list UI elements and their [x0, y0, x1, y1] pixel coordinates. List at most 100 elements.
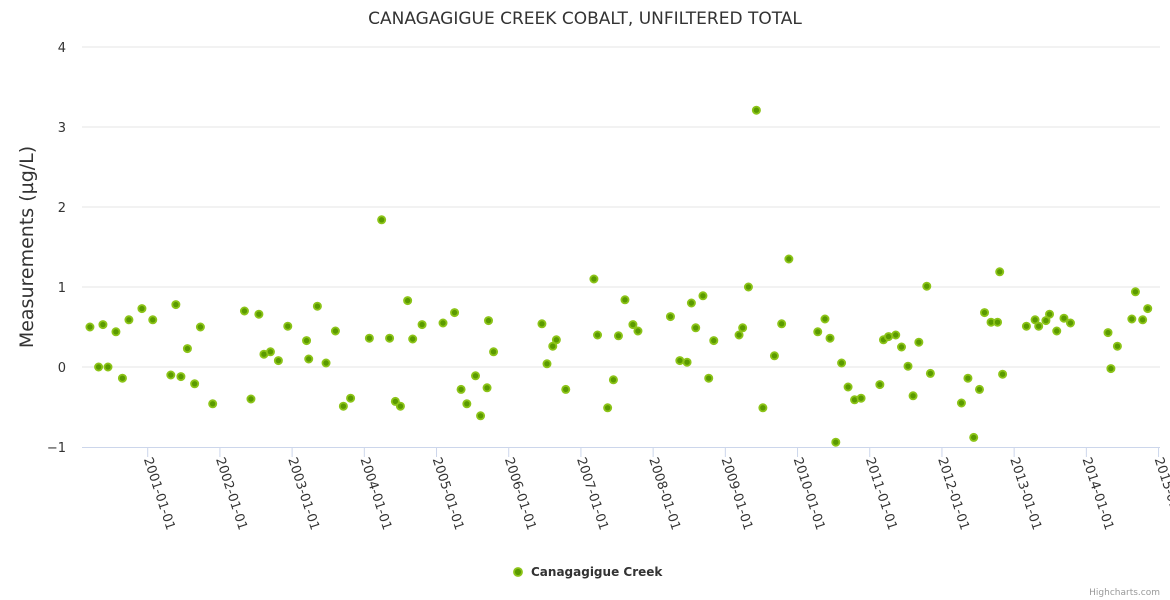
data-point[interactable]: [542, 359, 552, 369]
data-point[interactable]: [1021, 321, 1031, 331]
data-point[interactable]: [843, 382, 853, 392]
data-point[interactable]: [743, 282, 753, 292]
data-point[interactable]: [620, 295, 630, 305]
data-point[interactable]: [704, 373, 714, 383]
data-point[interactable]: [239, 306, 249, 316]
data-point[interactable]: [891, 330, 901, 340]
data-point[interactable]: [1106, 364, 1116, 374]
data-point[interactable]: [456, 384, 466, 394]
data-point[interactable]: [758, 403, 768, 413]
data-point[interactable]: [1052, 326, 1062, 336]
data-point[interactable]: [111, 327, 121, 337]
data-point[interactable]: [734, 330, 744, 340]
data-point[interactable]: [908, 391, 918, 401]
data-point[interactable]: [993, 317, 1003, 327]
data-point[interactable]: [593, 330, 603, 340]
data-point[interactable]: [484, 316, 494, 326]
data-point[interactable]: [686, 298, 696, 308]
data-point[interactable]: [195, 322, 205, 332]
data-point[interactable]: [897, 342, 907, 352]
data-point[interactable]: [820, 314, 830, 324]
data-point[interactable]: [875, 380, 885, 390]
data-point[interactable]: [884, 332, 894, 342]
data-point[interactable]: [974, 384, 984, 394]
data-point[interactable]: [321, 358, 331, 368]
data-point[interactable]: [312, 301, 322, 311]
legend-item[interactable]: Canagagigue Creek: [513, 565, 663, 579]
data-point[interactable]: [613, 331, 623, 341]
data-point[interactable]: [738, 323, 748, 333]
data-point[interactable]: [903, 361, 913, 371]
data-point[interactable]: [831, 437, 841, 447]
data-point[interactable]: [403, 296, 413, 306]
data-point[interactable]: [769, 351, 779, 361]
data-point[interactable]: [1143, 304, 1153, 314]
data-point[interactable]: [589, 274, 599, 284]
data-point[interactable]: [302, 336, 312, 346]
data-point[interactable]: [246, 394, 256, 404]
data-point[interactable]: [182, 344, 192, 354]
data-point[interactable]: [980, 308, 990, 318]
data-point[interactable]: [330, 326, 340, 336]
data-point[interactable]: [691, 323, 701, 333]
data-point[interactable]: [1112, 341, 1122, 351]
data-point[interactable]: [551, 335, 561, 345]
data-point[interactable]: [914, 337, 924, 347]
data-point[interactable]: [1138, 315, 1148, 325]
data-point[interactable]: [124, 315, 134, 325]
data-point[interactable]: [462, 399, 472, 409]
data-point[interactable]: [254, 309, 264, 319]
data-point[interactable]: [176, 372, 186, 382]
data-point[interactable]: [837, 358, 847, 368]
data-point[interactable]: [956, 398, 966, 408]
data-point[interactable]: [166, 370, 176, 380]
data-point[interactable]: [1045, 309, 1055, 319]
data-point[interactable]: [364, 333, 374, 343]
data-point[interactable]: [482, 383, 492, 393]
data-point[interactable]: [548, 341, 558, 351]
data-point[interactable]: [471, 371, 481, 381]
credits-link[interactable]: Highcharts.com: [1089, 588, 1160, 598]
data-point[interactable]: [476, 411, 486, 421]
data-point[interactable]: [603, 403, 613, 413]
data-point[interactable]: [1103, 328, 1113, 338]
data-point[interactable]: [283, 321, 293, 331]
data-point[interactable]: [338, 401, 348, 411]
data-point[interactable]: [85, 322, 95, 332]
data-point[interactable]: [408, 334, 418, 344]
data-point[interactable]: [922, 281, 932, 291]
data-point[interactable]: [633, 326, 643, 336]
data-point[interactable]: [925, 368, 935, 378]
data-point[interactable]: [1127, 314, 1137, 324]
data-point[interactable]: [417, 320, 427, 330]
data-point[interactable]: [665, 312, 675, 322]
data-point[interactable]: [995, 267, 1005, 277]
data-point[interactable]: [537, 319, 547, 329]
data-point[interactable]: [148, 315, 158, 325]
data-point[interactable]: [1059, 313, 1069, 323]
data-point[interactable]: [94, 362, 104, 372]
data-point[interactable]: [751, 105, 761, 115]
data-point[interactable]: [777, 319, 787, 329]
data-point[interactable]: [682, 357, 692, 367]
data-point[interactable]: [137, 304, 147, 314]
data-point[interactable]: [190, 379, 200, 389]
data-point[interactable]: [608, 375, 618, 385]
data-point[interactable]: [709, 336, 719, 346]
data-point[interactable]: [98, 320, 108, 330]
data-point[interactable]: [698, 291, 708, 301]
data-point[interactable]: [1130, 287, 1140, 297]
data-point[interactable]: [998, 369, 1008, 379]
data-point[interactable]: [1065, 318, 1075, 328]
data-point[interactable]: [1030, 315, 1040, 325]
data-point[interactable]: [856, 393, 866, 403]
data-point[interactable]: [489, 347, 499, 357]
data-point[interactable]: [825, 333, 835, 343]
data-point[interactable]: [963, 373, 973, 383]
data-point[interactable]: [813, 327, 823, 337]
data-point[interactable]: [346, 393, 356, 403]
data-point[interactable]: [450, 308, 460, 318]
data-point[interactable]: [561, 384, 571, 394]
data-point[interactable]: [117, 373, 127, 383]
data-point[interactable]: [438, 318, 448, 328]
